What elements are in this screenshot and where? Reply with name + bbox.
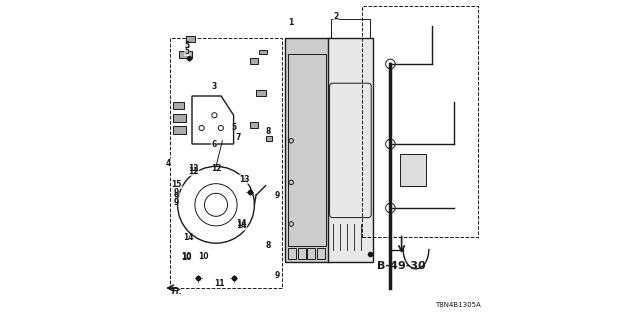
- Text: 3: 3: [212, 82, 217, 91]
- Text: Fr.: Fr.: [172, 287, 183, 296]
- Text: 5: 5: [231, 123, 236, 132]
- Circle shape: [385, 139, 396, 149]
- Text: 6: 6: [211, 140, 216, 149]
- Bar: [173, 114, 186, 122]
- Bar: [259, 50, 268, 54]
- Bar: [173, 126, 186, 134]
- Bar: [250, 58, 258, 64]
- Bar: [250, 122, 258, 128]
- Text: 9: 9: [174, 188, 179, 197]
- Bar: [288, 54, 326, 246]
- Text: 12: 12: [211, 164, 221, 173]
- Text: 1: 1: [289, 18, 294, 27]
- Text: 7: 7: [236, 133, 241, 142]
- Circle shape: [385, 59, 396, 69]
- Text: 9: 9: [174, 198, 179, 207]
- Bar: [307, 248, 316, 259]
- Text: 2: 2: [333, 12, 339, 20]
- Text: 14: 14: [184, 233, 194, 242]
- Text: 9: 9: [274, 271, 280, 280]
- Bar: [179, 51, 192, 58]
- Bar: [173, 102, 184, 109]
- Text: 8: 8: [266, 127, 271, 136]
- Bar: [328, 38, 372, 262]
- Text: T8N4B1305A: T8N4B1305A: [435, 302, 481, 308]
- Text: 9: 9: [274, 191, 280, 200]
- Text: 10: 10: [181, 252, 191, 261]
- Text: 5: 5: [184, 47, 190, 56]
- Text: 12: 12: [188, 167, 199, 176]
- Bar: [400, 154, 426, 186]
- Bar: [285, 38, 330, 262]
- Text: 15: 15: [172, 180, 182, 188]
- Bar: [317, 248, 325, 259]
- Bar: [186, 36, 195, 42]
- Bar: [298, 248, 306, 259]
- Bar: [288, 248, 296, 259]
- Bar: [266, 136, 272, 141]
- Text: 4: 4: [166, 159, 172, 168]
- Text: 10: 10: [198, 252, 209, 261]
- Text: 14: 14: [236, 219, 247, 228]
- Text: 12: 12: [188, 164, 199, 173]
- Text: 14: 14: [236, 221, 247, 230]
- Bar: [256, 90, 266, 96]
- Text: 10: 10: [181, 253, 191, 262]
- Text: 11: 11: [214, 279, 225, 288]
- Circle shape: [385, 203, 396, 213]
- Bar: [362, 6, 479, 237]
- Text: 9: 9: [174, 192, 179, 201]
- Text: 8: 8: [266, 241, 271, 250]
- Text: B-49-30: B-49-30: [378, 261, 426, 271]
- Text: 13: 13: [239, 175, 250, 184]
- Text: 5: 5: [184, 41, 190, 50]
